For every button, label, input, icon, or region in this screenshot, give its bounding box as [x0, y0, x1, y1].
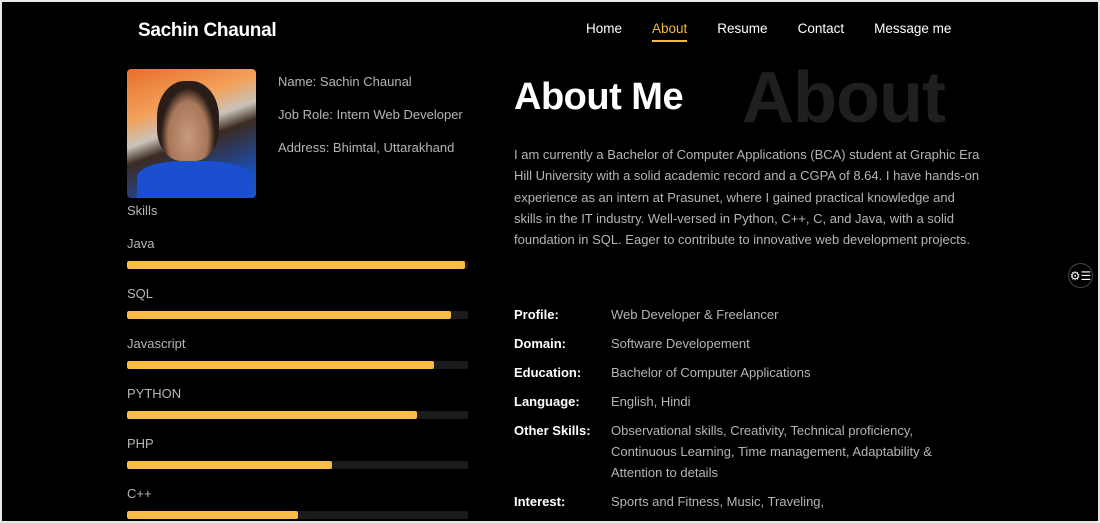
detail-value: English, Hindi — [611, 394, 691, 409]
settings-list-icon: ⚙☰ — [1069, 268, 1092, 283]
skill-bar-fill — [127, 461, 332, 469]
profile-name: Name: Sachin Chaunal — [278, 74, 412, 89]
skill-bar-track — [127, 361, 468, 369]
skill-item: Javascript — [127, 336, 468, 369]
nav-contact[interactable]: Contact — [797, 21, 845, 36]
detail-row: Other Skills: Observational skills, Creat… — [514, 420, 961, 483]
skill-label: Java — [127, 236, 155, 251]
about-paragraph: I am currently a Bachelor of Computer Ap… — [514, 147, 980, 248]
detail-key: Domain: — [514, 336, 566, 351]
detail-key: Interest: — [514, 494, 566, 509]
skill-bar-track — [127, 411, 468, 419]
nav-resume[interactable]: Resume — [717, 21, 768, 36]
skill-label: Javascript — [127, 336, 186, 351]
skill-item: PHP — [127, 436, 468, 469]
detail-value: Observational skills, Creativity, Techni… — [611, 423, 932, 480]
skill-label: PHP — [127, 436, 154, 451]
skill-bar-fill — [127, 311, 451, 319]
skill-label: PYTHON — [127, 386, 182, 401]
skill-bar-track — [127, 311, 468, 319]
nav-message-me[interactable]: Message me — [874, 21, 952, 36]
skill-bar-fill — [127, 361, 434, 369]
detail-value: Web Developer & Freelancer — [611, 307, 779, 322]
site-logo[interactable]: Sachin Chaunal — [138, 20, 277, 41]
profile-role: Job Role: Intern Web Developer — [278, 107, 463, 122]
skill-item: C++ — [127, 486, 468, 519]
main-nav: Home About Resume Contact Message me — [586, 21, 981, 42]
detail-row: Interest: Sports and Fitness, Music, Trav… — [514, 491, 961, 512]
skill-item: PYTHON — [127, 386, 468, 419]
skill-label: C++ — [127, 486, 152, 501]
detail-row: Domain: Software Developement — [514, 333, 961, 354]
skills-title: Skills — [127, 203, 158, 218]
detail-key: Language: — [514, 394, 580, 409]
detail-key: Education: — [514, 365, 582, 380]
detail-value: Software Developement — [611, 336, 750, 351]
skill-label: SQL — [127, 286, 154, 301]
detail-row: Profile: Web Developer & Freelancer — [514, 304, 961, 325]
detail-value: Bachelor of Computer Applications — [611, 365, 811, 380]
skill-bar-fill — [127, 411, 417, 419]
nav-about[interactable]: About — [652, 21, 688, 42]
skill-item: SQL — [127, 286, 468, 319]
detail-key: Profile: — [514, 307, 559, 322]
nav-home[interactable]: Home — [586, 21, 623, 36]
skill-item: Java — [127, 236, 468, 269]
skill-bar-track — [127, 511, 468, 519]
profile-photo — [127, 69, 256, 198]
about-title: About Me — [514, 76, 684, 118]
background-word: About — [742, 58, 946, 138]
skill-bar-fill — [127, 261, 465, 269]
detail-key: Other Skills: — [514, 423, 591, 438]
detail-value: Sports and Fitness, Music, Traveling, — [611, 494, 825, 509]
skill-bar-track — [127, 261, 468, 269]
profile-address: Address: Bhimtal, Uttarakhand — [278, 140, 455, 155]
skill-bar-track — [127, 461, 468, 469]
detail-row: Language: English, Hindi — [514, 391, 961, 412]
settings-list-button[interactable]: ⚙☰ — [1068, 263, 1093, 288]
skill-bar-fill — [127, 511, 298, 519]
detail-row: Education: Bachelor of Computer Applicati… — [514, 362, 961, 383]
